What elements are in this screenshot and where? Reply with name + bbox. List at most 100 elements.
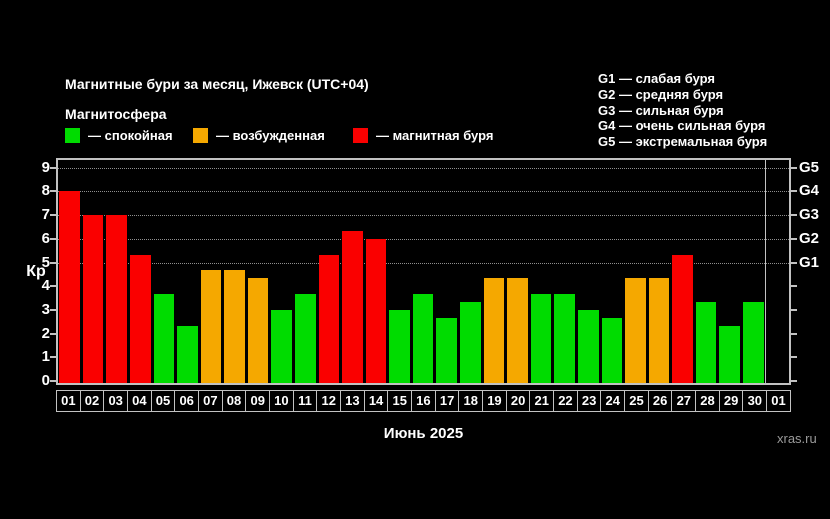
y-tick-mark-4 [50,285,56,288]
bar-day-28 [695,302,717,383]
day-label-08: 08 [221,390,247,412]
y-tick-mark-0 [50,380,56,382]
right-tick-mark-3 [791,308,797,311]
right-axis-label-G3: G3 [799,206,820,224]
legend-item-excited: — возбужденная [193,128,325,143]
bar-day-01 [59,191,80,383]
bar-day-15 [389,309,410,383]
y-tick-mark-6 [50,237,56,240]
day-label-12: 12 [316,390,342,412]
legend-label-quiet: — спокойная [88,128,173,143]
y-axis-label: Кр [26,263,46,280]
bar-day-24 [601,317,623,383]
bar-day-07 [200,270,222,383]
y-tick-label-1: 1 [41,348,50,366]
day-label-05: 05 [150,390,176,412]
bar-day-13 [342,230,363,383]
bar-day-10 [271,309,292,383]
storm-scale-legend: G1 — слабая буря G2 — средняя буря G3 — си… [598,71,767,150]
day-label-30: 30 [742,390,768,412]
bar-day-22 [554,294,575,383]
y-tick-mark-9 [50,166,56,169]
day-label-01: 01 [56,390,81,412]
storm-scale-legend-line-2: G2 — средняя буря [598,86,724,102]
gridline-kp-9 [58,167,789,169]
bar-day-04 [129,254,151,383]
y-tick-label-3: 3 [41,300,50,318]
bar-day-26 [648,278,670,383]
day-label-10: 10 [269,390,294,412]
day-label-27: 27 [671,390,697,412]
gridline-kp-5 [58,262,789,264]
right-tick-mark-8 [791,190,797,193]
day-label-15: 15 [387,390,413,412]
bar-day-21 [530,294,552,383]
bar-day-14 [365,238,387,383]
bar-day-03 [106,215,127,383]
bar-day-08 [224,270,245,383]
day-label-28: 28 [695,390,720,412]
y-tick-label-4: 4 [41,277,50,295]
day-label-17: 17 [434,390,460,412]
day-label-19: 19 [482,390,507,412]
right-tick-mark-9 [791,166,797,169]
y-tick-label-0: 0 [41,372,50,389]
right-tick-mark-7 [791,214,797,217]
y-tick-mark-1 [50,356,56,359]
legend-label-excited: — возбужденная [216,128,325,143]
day-label-26: 26 [647,390,673,412]
right-axis-label-G4: G4 [799,182,820,200]
day-label-14: 14 [363,390,389,412]
right-axis-label-G1: G1 [799,253,820,271]
x-axis-month-label: Июнь 2025 [383,425,464,442]
day-label-22: 22 [553,390,578,412]
day-label-25: 25 [624,390,649,412]
gridline-kp-6 [58,238,789,240]
y-tick-mark-7 [50,214,56,217]
y-tick-label-7: 7 [41,206,50,224]
bar-day-25 [625,278,646,383]
y-tick-label-5: 5 [41,253,50,271]
day-label-07: 07 [198,390,223,412]
day-label-02: 02 [79,390,105,412]
bar-day-29 [719,325,741,383]
bar-day-23 [577,309,599,383]
day-label-18: 18 [458,390,484,412]
y-tick-label-9: 9 [41,158,50,176]
y-tick-label-8: 8 [41,182,50,200]
right-tick-mark-2 [791,332,797,335]
excited-color-swatch [193,128,208,143]
bar-day-27 [672,254,693,383]
bar-day-06 [177,325,198,383]
storm-scale-legend-line-5: G5 — экстремальная буря [598,134,768,150]
right-tick-mark-0 [791,380,797,382]
day-label-24: 24 [600,390,626,412]
gridline-kp-8 [58,191,789,193]
y-tick-mark-2 [50,332,56,335]
legend-item-quiet: — спокойная [65,128,173,143]
watermark: xras.ru [777,431,817,446]
day-label-09: 09 [245,390,271,412]
bar-day-19 [483,278,505,383]
day-label-21: 21 [529,390,555,412]
bar-day-20 [507,278,528,383]
y-tick-mark-3 [50,308,56,311]
day-label-13: 13 [340,390,365,412]
bar-day-18 [460,302,481,383]
quiet-color-swatch [65,128,80,143]
storm-color-swatch [353,128,368,143]
bar-day-12 [318,254,340,383]
bar-day-16 [412,294,434,383]
bar-day-02 [82,215,104,383]
chart-title: Магнитные бури за месяц, Ижевск (UTC+04) [65,76,369,92]
right-tick-mark-5 [791,261,797,264]
bar-day-05 [153,294,175,383]
day-label-29: 29 [718,390,744,412]
right-tick-mark-6 [791,237,797,240]
bar-day-17 [436,317,458,383]
right-axis-label-G5: G5 [799,158,820,176]
legend-item-storm: — магнитная буря [353,128,493,143]
day-label-23: 23 [576,390,602,412]
right-tick-mark-4 [791,285,797,288]
day-label-20: 20 [505,390,531,412]
